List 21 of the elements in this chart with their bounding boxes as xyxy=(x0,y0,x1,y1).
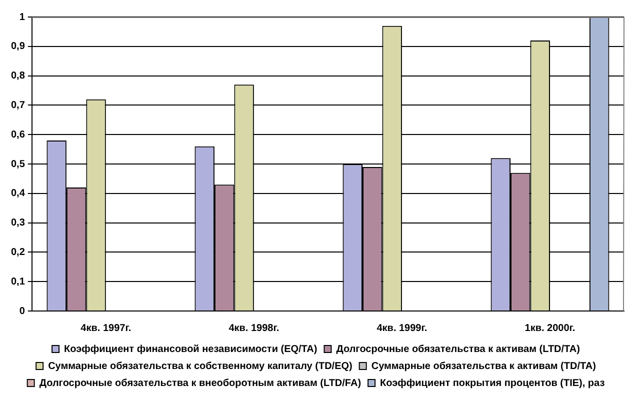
y-tick-label: 0,9 xyxy=(10,41,26,52)
y-tick-label: 0,1 xyxy=(10,276,26,288)
y-tick-label: 0,2 xyxy=(10,246,26,258)
legend-label: Суммарные обязательства к собственному капиталу (TD/EQ) xyxy=(48,360,352,372)
x-tick-label: 1кв. 2000г. xyxy=(524,322,576,334)
y-tick-label: 0,3 xyxy=(10,218,26,229)
x-tick-label: 4кв. 1999г. xyxy=(376,322,428,334)
y-tick-label: 1 xyxy=(19,12,26,23)
y-tick-label: 0,4 xyxy=(10,188,26,200)
legend-label: Долгосрочные обязательства к активам (LTD/TA) xyxy=(336,344,580,355)
x-tick-label: 4кв. 1998г. xyxy=(228,322,280,334)
legend-label: Суммарные обязательства к активам (TD/TA) xyxy=(371,360,596,372)
y-tick-label: 0,7 xyxy=(10,100,26,111)
legend-label: Коэффициент финансовой независимости (EQ/TA) xyxy=(64,344,318,355)
y-tick-label: 0,6 xyxy=(10,129,26,140)
y-tick-label: 0 xyxy=(19,306,26,317)
x-tick-label: 4кв. 1997г. xyxy=(80,322,132,334)
legend-label: Коэффициент покрытия процентов (TIE), раз xyxy=(380,378,605,389)
legend-label: Долгосрочные обязательства к внеоборотным активам (LTD/FA) xyxy=(39,378,362,389)
y-tick-label: 0,5 xyxy=(10,158,26,170)
y-tick-label: 0,8 xyxy=(10,70,26,82)
